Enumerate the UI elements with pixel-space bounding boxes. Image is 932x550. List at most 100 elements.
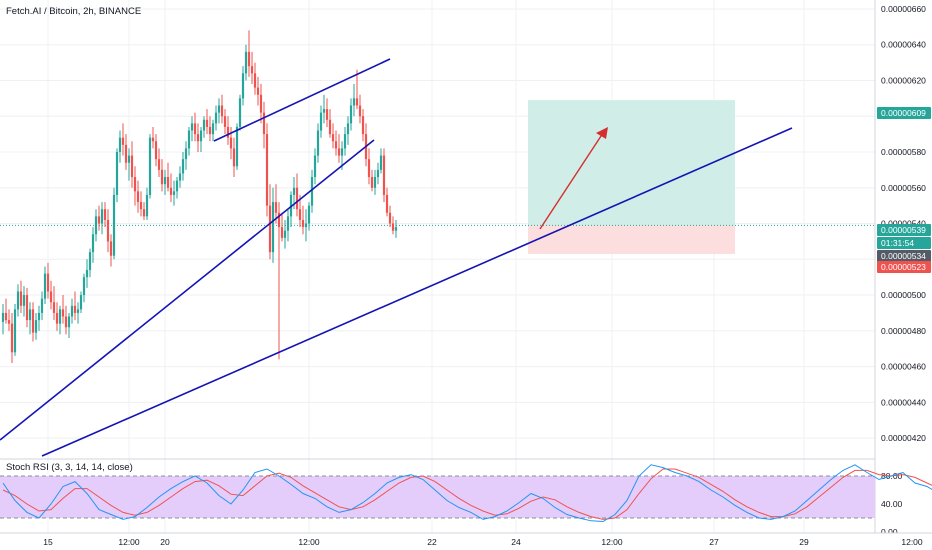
- candle-body: [286, 216, 290, 231]
- rsi-band: [0, 476, 875, 518]
- candle-body: [121, 137, 125, 145]
- candle-body: [118, 137, 122, 152]
- candle-body: [46, 273, 50, 292]
- price-badge-label: 01:31:54: [881, 238, 914, 248]
- candle-body: [355, 98, 359, 106]
- candle-body: [310, 177, 314, 206]
- candle-body: [16, 291, 20, 310]
- candle-body: [319, 112, 323, 131]
- stoch-k-line: [2, 464, 932, 523]
- candle-body: [304, 223, 308, 228]
- candle-body: [73, 305, 77, 313]
- stoch-d-line: [2, 468, 932, 520]
- candle-body: [103, 209, 107, 220]
- candle-body: [94, 216, 98, 235]
- candle-body: [211, 123, 215, 135]
- candle-body: [196, 134, 200, 142]
- candle-body: [226, 126, 230, 138]
- candle-body: [268, 205, 272, 253]
- candle-body: [385, 194, 389, 213]
- candle-body: [265, 134, 269, 206]
- candle-body: [376, 169, 380, 178]
- candle-body: [247, 51, 251, 67]
- price-badge: [877, 107, 931, 119]
- candle-body: [112, 194, 116, 256]
- candle-body: [52, 302, 56, 313]
- candle-body: [7, 320, 11, 324]
- rsi-tick-label: 0.00: [881, 527, 898, 537]
- indicator-label: Stoch RSI (3, 3, 14, 14, close): [6, 462, 133, 473]
- candle-body: [76, 309, 80, 313]
- candle-body: [367, 159, 371, 178]
- y-tick-label: 0.00000540: [881, 219, 926, 229]
- candle-body: [325, 109, 329, 120]
- candle-body: [250, 66, 254, 74]
- candle-body: [175, 180, 179, 192]
- candle-body: [115, 152, 119, 195]
- y-tick-label: 0.00000620: [881, 75, 926, 85]
- candle-body: [394, 227, 398, 231]
- x-tick-label: 12:00: [118, 537, 140, 547]
- price-axis[interactable]: 0.000006600.000006400.000006200.00000600…: [874, 0, 932, 550]
- candle-body: [130, 155, 134, 178]
- y-tick-label: 0.00000560: [881, 183, 926, 193]
- candle-body: [253, 73, 257, 88]
- time-axis[interactable]: 15 12:00 20 12:00 22 24 12:00 27 29 12:00: [0, 532, 932, 550]
- candle-body: [307, 205, 311, 224]
- candle-body: [223, 116, 227, 127]
- candle-body: [166, 177, 170, 188]
- candle-body: [181, 159, 185, 174]
- candle-body: [58, 309, 62, 324]
- candle-body: [358, 105, 362, 117]
- candle-body: [349, 105, 353, 124]
- trendline: [0, 139, 375, 441]
- candle-body: [22, 295, 26, 306]
- price-badges: 0.000006090.0000053901:31:540.000005340.…: [877, 107, 931, 273]
- candle-body: [184, 148, 188, 160]
- x-tick-label: 27: [709, 537, 719, 547]
- candle-body: [361, 116, 365, 135]
- candle-body: [274, 202, 278, 213]
- candle-body: [328, 119, 332, 135]
- candle-body: [157, 159, 161, 170]
- candle-body: [79, 295, 83, 310]
- candle-body: [40, 298, 44, 313]
- candle-body: [31, 309, 35, 333]
- y-tick-label: 0.00000660: [881, 4, 926, 14]
- chart-title: Fetch.AI / Bitcoin, 2h, BINANCE: [6, 6, 141, 17]
- loss-zone: [528, 225, 735, 254]
- candle-body: [382, 155, 386, 195]
- x-tick-label: 12:00: [601, 537, 623, 547]
- candle-body: [88, 252, 92, 271]
- candle-body: [346, 123, 350, 135]
- candle-body: [199, 130, 203, 142]
- price-badge: [877, 250, 931, 262]
- candle-body: [244, 51, 248, 74]
- x-tick-label: 24: [511, 537, 521, 547]
- candle-body: [148, 137, 152, 195]
- candle-body: [154, 141, 158, 160]
- candle-body: [106, 219, 110, 242]
- candle-body: [85, 270, 89, 278]
- candle-body: [82, 277, 86, 296]
- y-tick-label: 0.00000500: [881, 290, 926, 300]
- candle-body: [283, 230, 287, 238]
- candle-body: [61, 309, 65, 317]
- candle-body: [133, 177, 137, 192]
- candle-body: [322, 109, 326, 113]
- candle-body: [136, 191, 140, 203]
- y-tick-label: 0.00000420: [881, 433, 926, 443]
- candle-body: [37, 312, 41, 321]
- y-tick-label: 0.00000640: [881, 40, 926, 50]
- risk-reward-position[interactable]: [0, 100, 875, 254]
- candle-body: [4, 312, 8, 321]
- candle-body: [343, 134, 347, 149]
- candle-body: [160, 169, 164, 185]
- candle-body: [202, 119, 206, 131]
- candle-body: [235, 126, 239, 167]
- x-tick-label: 29: [799, 537, 809, 547]
- trendlines[interactable]: [0, 58, 793, 457]
- candlestick-series: [1, 30, 398, 364]
- candle-body: [139, 202, 143, 210]
